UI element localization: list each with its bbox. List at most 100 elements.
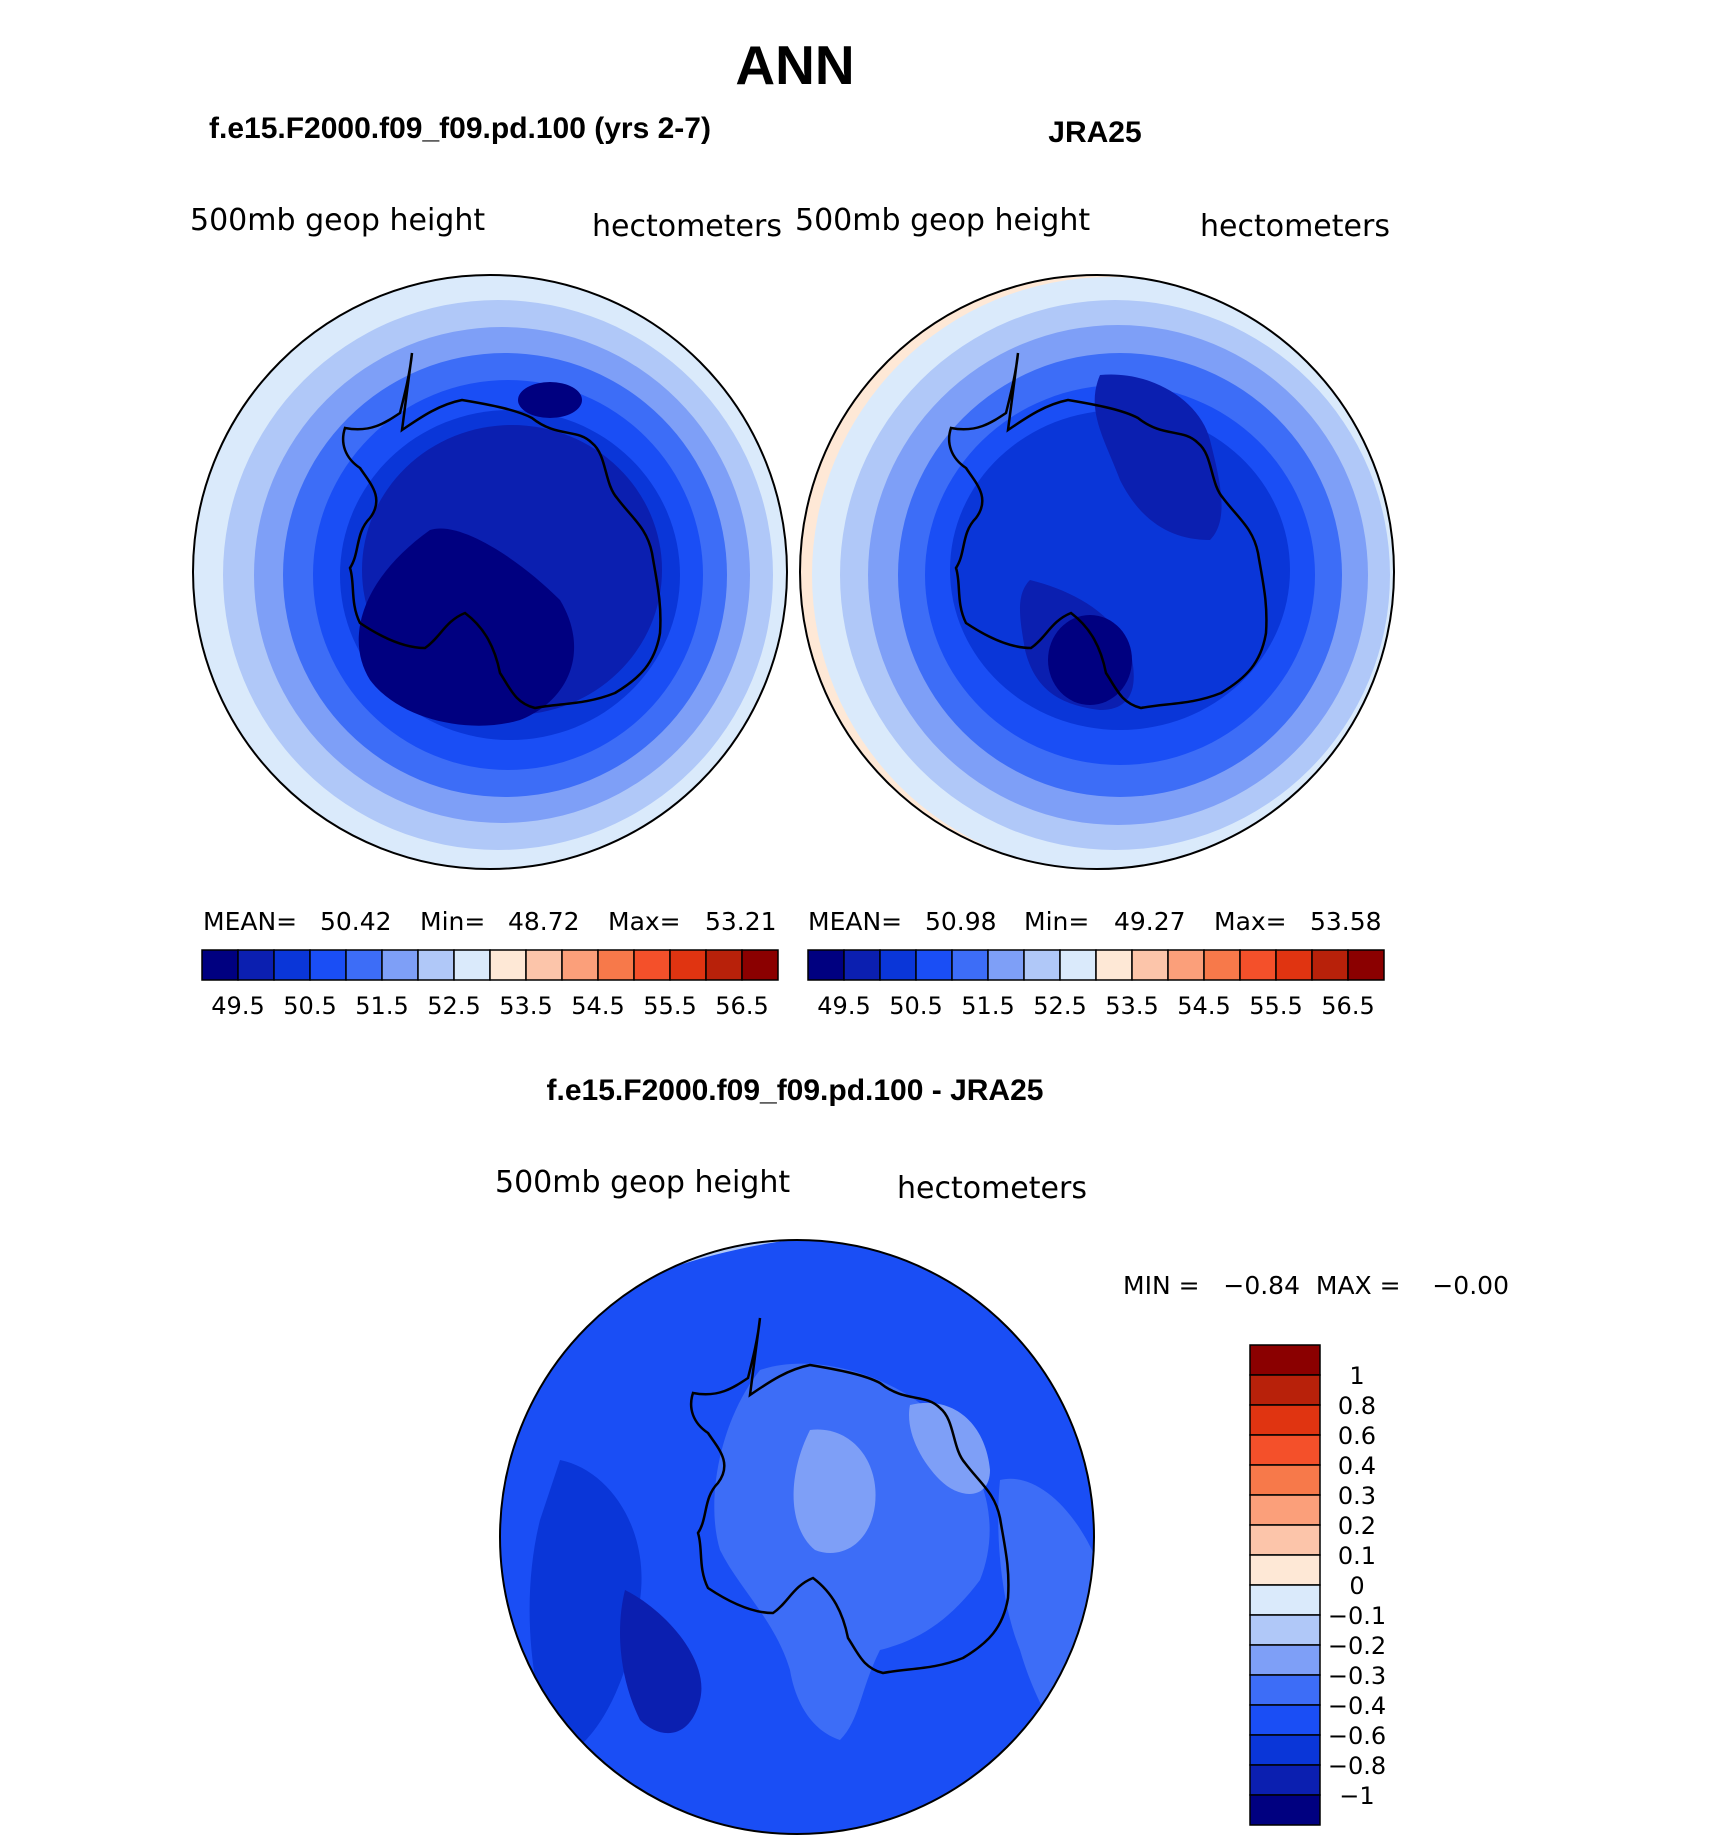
diff-colorbar-tick-label: 0.8: [1338, 1392, 1376, 1420]
model-colorbar-swatch: [633, 949, 671, 981]
obs-colorbar-swatch: [1347, 949, 1385, 981]
obs-min-value: 49.27: [1114, 907, 1186, 936]
model-colorbar-swatch: [525, 949, 563, 981]
diff-colorbar-tick-label: −0.8: [1328, 1752, 1386, 1780]
figure-title: ANN: [735, 34, 854, 96]
model-colorbar-tick-label: 53.5: [499, 992, 552, 1020]
diff-minmax: MIN = −0.84 MAX = −0.00: [1123, 1271, 1509, 1300]
model-max-value: 53.21: [705, 907, 777, 936]
obs-map: [800, 275, 1394, 869]
model-colorbar-swatch: [453, 949, 491, 981]
diff-colorbar-tick-label: 0: [1349, 1572, 1364, 1600]
obs-units-label: hectometers: [1200, 209, 1390, 244]
model-colorbar-tick-label: 55.5: [643, 992, 696, 1020]
model-colorbar-swatch: [201, 949, 239, 981]
obs-colorbar-tick-label: 56.5: [1321, 992, 1374, 1020]
obs-colorbar-swatch: [1131, 949, 1169, 981]
model-colorbar-tick-label: 56.5: [715, 992, 768, 1020]
diff-colorbar-tick-label: −0.2: [1328, 1632, 1386, 1660]
obs-colorbar-tick-label: 53.5: [1105, 992, 1158, 1020]
diff-colorbar-swatch: [1249, 1434, 1321, 1466]
obs-colorbar: 49.5 50.5 51.5 52.5 53.5 54.5 55.5 56.5: [807, 949, 1385, 1020]
diff-panel-title: f.e15.F2000.f09_f09.pd.100 - JRA25: [547, 1074, 1044, 1107]
model-min-label: Min=: [420, 907, 485, 936]
obs-colorbar-swatch: [1167, 949, 1205, 981]
obs-max-value: 53.58: [1310, 907, 1382, 936]
diff-colorbar-swatch: [1249, 1674, 1321, 1706]
model-colorbar-swatch: [237, 949, 275, 981]
obs-colorbar-tick-label: 49.5: [817, 992, 870, 1020]
model-colorbar-tick-label: 51.5: [355, 992, 408, 1020]
obs-colorbar-tick-label: 50.5: [889, 992, 942, 1020]
diff-colorbar-swatch: [1249, 1404, 1321, 1436]
diff-colorbar-tick-label: 1: [1349, 1362, 1364, 1390]
model-colorbar-swatch: [741, 949, 779, 981]
diff-colorbar-tick-label: 0.6: [1338, 1422, 1376, 1450]
model-min-value: 48.72: [508, 907, 580, 936]
obs-colorbar-swatch: [987, 949, 1025, 981]
model-colorbar: 49.5 50.5 51.5 52.5 53.5 54.5 55.5 56.5: [201, 949, 779, 1020]
diff-colorbar-swatch: [1249, 1464, 1321, 1496]
diff-colorbar-tick-label: 0.1: [1338, 1542, 1376, 1570]
model-colorbar-swatch: [417, 949, 455, 981]
model-colorbar-swatch: [381, 949, 419, 981]
diff-colorbar-swatch: [1249, 1494, 1321, 1526]
obs-colorbar-swatch: [807, 949, 845, 981]
model-colorbar-swatch: [597, 949, 635, 981]
obs-colorbar-swatch: [1059, 949, 1097, 981]
diff-units-label: hectometers: [897, 1171, 1087, 1206]
model-colorbar-tick-label: 49.5: [211, 992, 264, 1020]
obs-mean-value: 50.98: [925, 907, 997, 936]
model-colorbar-swatch: [309, 949, 347, 981]
diff-colorbar-swatch: [1249, 1344, 1321, 1376]
diff-colorbar-tick-label: 0.2: [1338, 1512, 1376, 1540]
obs-colorbar-swatch: [1095, 949, 1133, 981]
obs-min-label: Min=: [1024, 907, 1089, 936]
diff-colorbar-tick-label: −0.3: [1328, 1662, 1386, 1690]
obs-colorbar-swatch: [1023, 949, 1061, 981]
model-colorbar-swatch: [561, 949, 599, 981]
model-colorbar-swatch: [345, 949, 383, 981]
model-map: [193, 275, 787, 869]
obs-colorbar-swatch: [1203, 949, 1241, 981]
model-max-label: Max=: [608, 907, 681, 936]
diff-colorbar-swatch: [1249, 1374, 1321, 1406]
model-variable-label: 500mb geop height: [190, 203, 485, 238]
diff-colorbar-tick-label: 0.3: [1338, 1482, 1376, 1510]
diff-colorbar-swatch: [1249, 1704, 1321, 1736]
diff-colorbar-tick-label: −0.4: [1328, 1692, 1386, 1720]
obs-variable-label: 500mb geop height: [795, 203, 1090, 238]
diff-map: [500, 1240, 1094, 1834]
model-mean-label: MEAN=: [203, 907, 297, 936]
diff-colorbar-swatch: [1249, 1524, 1321, 1556]
obs-colorbar-swatch: [1275, 949, 1313, 981]
diff-colorbar: 10.80.60.40.30.20.10−0.1−0.2−0.3−0.4−0.6…: [1249, 1344, 1386, 1826]
obs-colorbar-swatch: [951, 949, 989, 981]
obs-colorbar-tick-label: 55.5: [1249, 992, 1302, 1020]
diff-colorbar-tick-label: −0.1: [1328, 1602, 1386, 1630]
model-colorbar-swatch: [273, 949, 311, 981]
obs-panel-title: JRA25: [1048, 116, 1141, 149]
diff-colorbar-tick-label: −1: [1339, 1782, 1374, 1810]
obs-colorbar-swatch: [879, 949, 917, 981]
obs-mean-label: MEAN=: [808, 907, 902, 936]
obs-colorbar-swatch: [1239, 949, 1277, 981]
diff-colorbar-swatch: [1249, 1644, 1321, 1676]
diff-colorbar-swatch: [1249, 1794, 1321, 1826]
diff-colorbar-tick-label: 0.4: [1338, 1452, 1376, 1480]
obs-max-label: Max=: [1214, 907, 1287, 936]
model-colorbar-swatch: [489, 949, 527, 981]
diff-variable-label: 500mb geop height: [495, 1165, 790, 1200]
diff-colorbar-swatch: [1249, 1614, 1321, 1646]
model-colorbar-swatch: [669, 949, 707, 981]
model-panel-title: f.e15.F2000.f09_f09.pd.100 (yrs 2-7): [209, 112, 711, 145]
model-colorbar-tick-label: 54.5: [571, 992, 624, 1020]
model-colorbar-tick-label: 50.5: [283, 992, 336, 1020]
model-mean-value: 50.42: [320, 907, 392, 936]
obs-colorbar-swatch: [843, 949, 881, 981]
diff-colorbar-swatch: [1249, 1554, 1321, 1586]
obs-colorbar-tick-label: 54.5: [1177, 992, 1230, 1020]
diff-colorbar-swatch: [1249, 1764, 1321, 1796]
diff-colorbar-swatch: [1249, 1584, 1321, 1616]
